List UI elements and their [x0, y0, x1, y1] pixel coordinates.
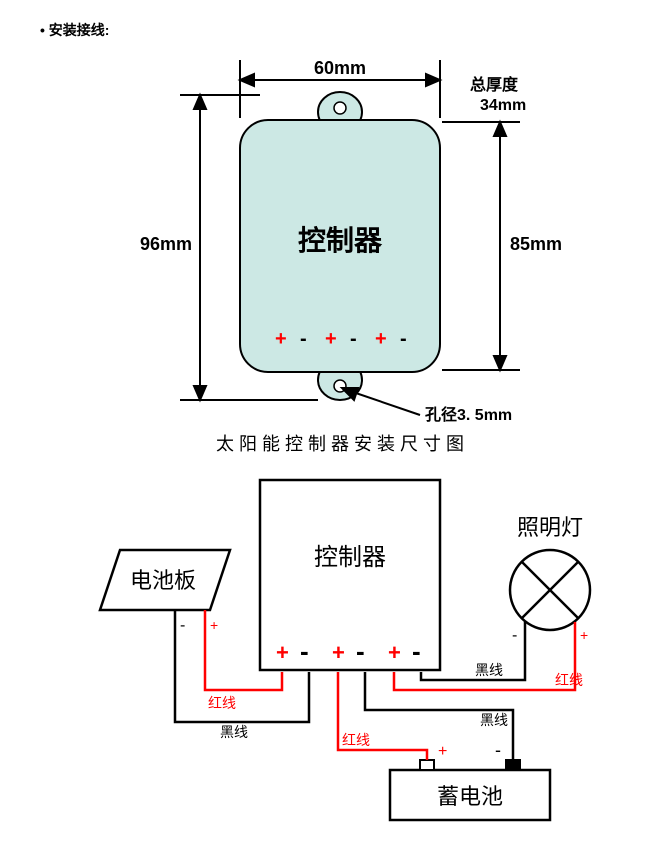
dim-thick-label2: 34mm [480, 97, 526, 114]
dim-hole [342, 388, 420, 415]
w-term-2: - [300, 636, 309, 666]
solar-panel-label: 电池板 [130, 568, 196, 593]
dim-thick-label1: 总厚度 [470, 75, 519, 94]
term-plus-3: + [375, 328, 387, 350]
panel-black-label: 黑线 [220, 724, 248, 740]
w-term-1: + [276, 640, 289, 665]
header-bullet: • 安装接线: [20, 20, 672, 40]
batt-black-label: 黑线 [480, 712, 508, 728]
header-title: 安装接线: [49, 22, 110, 38]
panel-plus: + [210, 617, 218, 633]
panel-red-label: 红线 [208, 695, 236, 711]
light-black-label: 黑线 [475, 662, 503, 678]
light-red-label: 红线 [555, 672, 583, 688]
dim-height-inner-text: 85mm [510, 234, 562, 254]
w-term-4: - [356, 636, 365, 666]
battery-label: 蓄电池 [437, 784, 503, 809]
battery-plus: + [438, 743, 447, 760]
batt-red-label: 红线 [342, 732, 370, 748]
term-plus-2: + [325, 328, 337, 350]
wiring-controller-label: 控制器 [314, 544, 386, 571]
w-term-3: + [332, 640, 345, 665]
term-minus-2: - [350, 328, 357, 350]
light-label: 照明灯 [517, 515, 583, 540]
controller-label: 控制器 [298, 225, 383, 256]
dim-width-text: 60mm [314, 58, 366, 78]
dim-hole-text: 孔径3. 5mm [425, 405, 512, 424]
dim-caption: 太 阳 能 控 制 器 安 装 尺 寸 图 [216, 434, 464, 454]
term-minus-3: - [400, 328, 407, 350]
battery-minus: - [495, 740, 501, 760]
w-term-5: + [388, 640, 401, 665]
panel-minus: - [180, 617, 185, 634]
light [510, 550, 590, 630]
dim-height-inner [442, 122, 520, 370]
wiring-diagram: 控制器 + - + - + - 电池板 照明灯 蓄电池 + - + 红线 - 黑… [60, 460, 660, 830]
dim-height-outer-text: 96mm [140, 234, 192, 254]
w-term-6: - [412, 636, 421, 666]
term-minus-1: - [300, 328, 307, 350]
term-plus-1: + [275, 328, 287, 350]
light-minus: - [512, 627, 517, 644]
dimension-diagram: 控制器 + - + - + - 60mm 96mm 85mm 总厚度 34mm [120, 50, 620, 460]
light-plus: + [580, 627, 588, 643]
